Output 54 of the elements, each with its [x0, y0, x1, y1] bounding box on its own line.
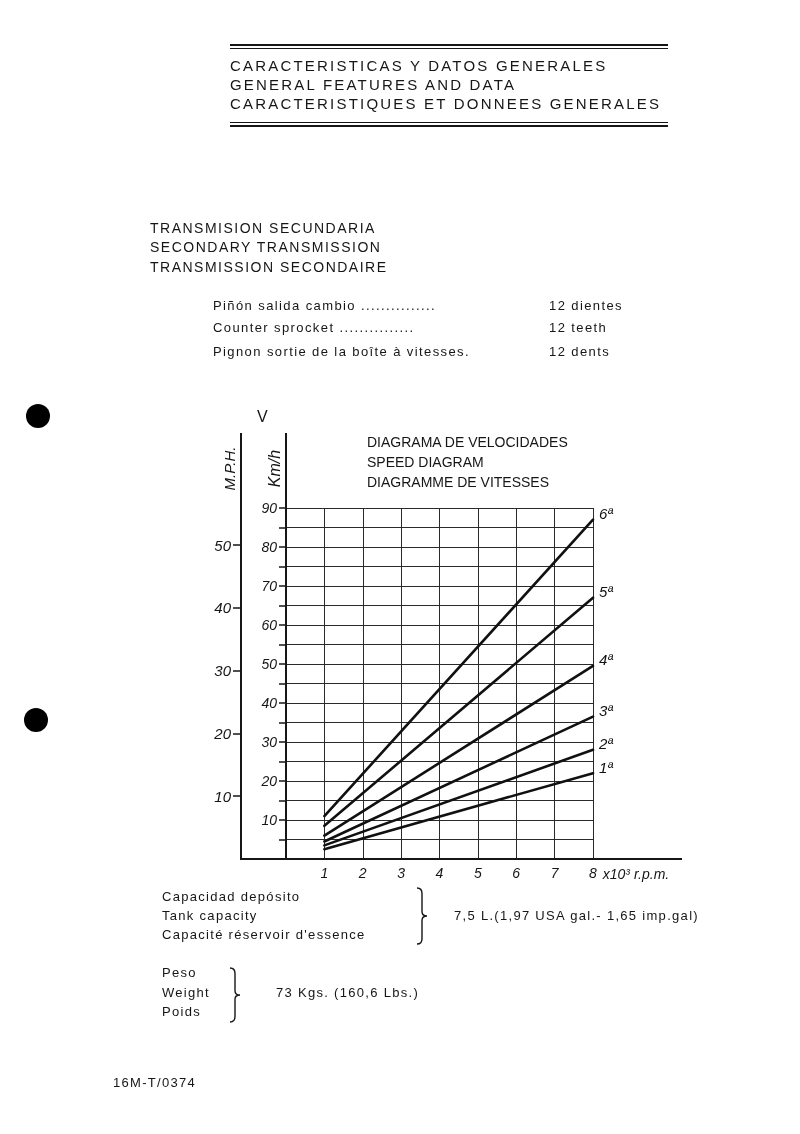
text: CARACTERISTICAS Y DATOS GENERALES [230, 57, 608, 75]
y-tick-label: 30 [261, 734, 278, 750]
y2-axis-title: M.P.H. [220, 446, 238, 491]
series-label: 2ª [598, 735, 614, 753]
x-tick-label: 7 [550, 865, 560, 881]
text: 73 Kgs. (160,6 Lbs.) [276, 985, 420, 1001]
x-tick-label: 1 [320, 865, 329, 881]
x-tick-label: 6 [512, 865, 521, 881]
x-tick-label: 3 [397, 865, 406, 881]
series-label: 5ª [599, 583, 614, 601]
y2-tick-label: 20 [213, 724, 232, 742]
text: TRANSMISION SECUNDARIA [150, 219, 376, 237]
text: TRANSMISSION SECONDAIRE [150, 258, 388, 276]
text: Capacidad depósito [162, 889, 301, 905]
x-axis-title: x10³ r.p.m. [601, 866, 670, 882]
text: 12 dents [549, 344, 611, 360]
text: 12 teeth [549, 320, 608, 336]
x-tick-label: 4 [435, 865, 444, 881]
y-tick-label: 90 [261, 500, 278, 516]
y2-tick-label: 40 [214, 599, 232, 617]
text: 7,5 L.(1,97 USA gal.- 1,65 imp.gal) [454, 908, 699, 924]
text: Pignon sortie de la boîte à vitesses. [213, 344, 471, 360]
y-tick-label: 60 [261, 617, 278, 633]
x-tick-label: 8 [589, 865, 598, 881]
y-axis-title: Km/h [265, 449, 283, 488]
y-tick-label: 40 [261, 695, 278, 711]
text: SECONDARY TRANSMISSION [150, 238, 382, 256]
y2-tick-label: 50 [214, 536, 232, 554]
y-tick-label: 70 [261, 578, 278, 594]
text: Poids [162, 1004, 202, 1020]
series-label: 4ª [599, 651, 614, 669]
text: CARACTERISTIQUES ET DONNEES GENERALES [230, 95, 662, 113]
y-tick-label: 10 [261, 812, 278, 828]
y2-tick-label: 30 [214, 662, 232, 680]
text: Tank capacity [162, 908, 258, 924]
text: Capacité réservoir d'essence [162, 927, 366, 943]
text: Weight [162, 985, 211, 1001]
series-label: 1ª [599, 758, 614, 776]
text: V [257, 407, 268, 427]
text: 12 dientes [549, 298, 623, 314]
series-label: 6ª [599, 505, 614, 523]
y2-tick-label: 10 [214, 787, 232, 805]
y-tick-label: 50 [261, 656, 278, 672]
text: Peso [162, 965, 197, 981]
chart-title: DIAGRAMA DE VELOCIDADES SPEED DIAGRAM DIAGRAMME DE VITESSES [367, 434, 568, 490]
series-label: 3ª [599, 702, 614, 720]
text: GENERAL FEATURES AND DATA [230, 76, 517, 94]
text: 16M-T/0374 [113, 1075, 197, 1091]
x-tick-label: 5 [473, 865, 482, 881]
text: Counter sprocket ............... [213, 320, 415, 336]
y-tick-label: 80 [261, 539, 278, 555]
text: Piñón salida cambio ............... [213, 298, 437, 314]
y-tick-label: 20 [260, 773, 278, 789]
x-tick-label: 2 [357, 865, 367, 881]
